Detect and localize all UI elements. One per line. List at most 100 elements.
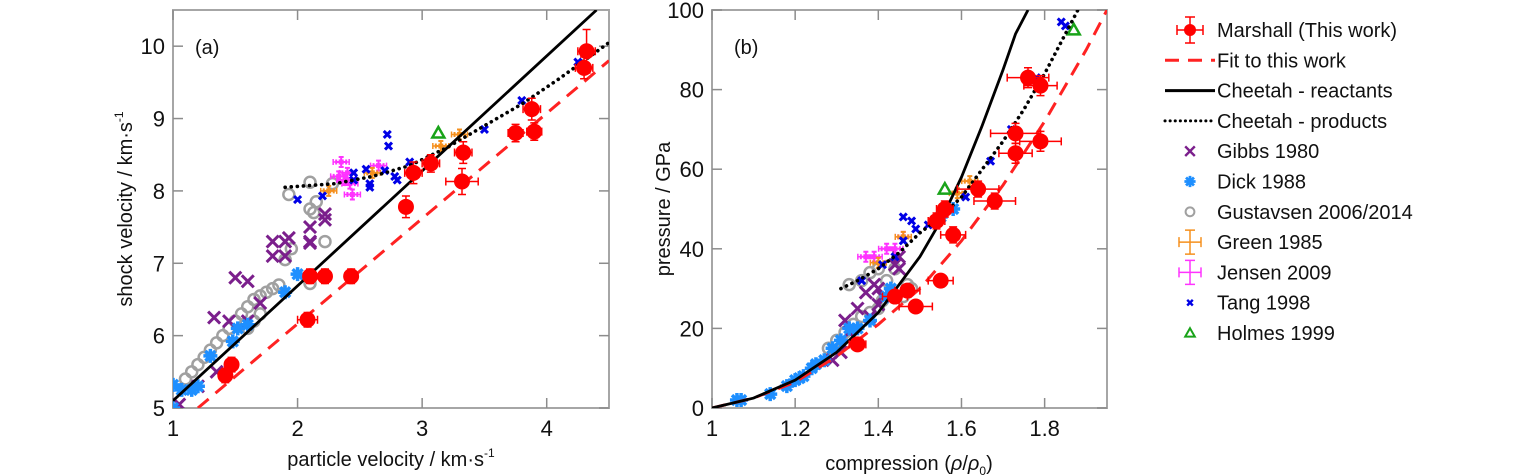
legend-label: Cheetah - reactants — [1217, 81, 1393, 103]
dick-point — [184, 382, 199, 397]
dick-point — [225, 334, 240, 349]
y-tick-label: 60 — [680, 157, 704, 182]
dick-point — [833, 333, 848, 348]
dick-point — [278, 285, 293, 300]
x-tick-label: 1.2 — [780, 416, 811, 441]
gibbs-point — [302, 235, 318, 251]
dick-point — [174, 382, 189, 397]
dick-point — [808, 357, 823, 372]
jensen-point — [886, 242, 904, 255]
cheetah-products-line — [839, 10, 1080, 291]
x-tick-label: 2 — [291, 416, 303, 441]
legend-marker — [1184, 206, 1196, 218]
gustavsen-point — [209, 336, 224, 350]
fit-line — [196, 59, 609, 408]
legend-marker — [1178, 229, 1202, 255]
x-tick-label: 1.6 — [946, 416, 977, 441]
legend-label: Holmes 1999 — [1217, 323, 1335, 345]
dick-point — [763, 387, 778, 402]
y-axis-label: shock velocity / km·s-1 — [112, 111, 137, 306]
tang-point — [349, 168, 359, 178]
legend-marker — [1184, 175, 1196, 188]
y-tick-label: 0 — [692, 396, 704, 421]
gustavsen-point — [178, 372, 193, 386]
marshall-point — [296, 311, 319, 328]
marshall-point — [526, 122, 543, 142]
legend-item-marshall: Marshall (This work) — [1176, 16, 1397, 44]
gustavsen-point — [309, 195, 324, 209]
jensen-point — [343, 188, 362, 201]
y-axis-label: pressure / GPa — [653, 141, 675, 276]
marshall-point — [927, 272, 954, 289]
plot-frame — [172, 9, 610, 409]
legend-marker — [1178, 259, 1202, 286]
legend-label: Green 1985 — [1217, 232, 1323, 254]
gustavsen-point — [282, 187, 296, 202]
panel-label: (b) — [734, 37, 758, 59]
legend: Marshall (This work) Fit to this work Chee… — [1163, 16, 1413, 345]
tang-point — [911, 224, 921, 234]
legend-marker — [1184, 24, 1196, 36]
marshall-point — [574, 56, 594, 80]
legend-marker — [1186, 299, 1194, 307]
gibbs-point — [240, 274, 255, 289]
gustavsen-point — [191, 357, 205, 372]
gibbs-point — [207, 310, 222, 325]
holmes-point — [1065, 21, 1082, 36]
legend-marker — [1184, 145, 1196, 157]
marshall-point — [316, 268, 333, 285]
marshall-point — [956, 180, 1000, 198]
marshall-point — [927, 212, 946, 230]
marshall-point — [343, 268, 360, 285]
marshall-point — [302, 268, 319, 285]
y-tick-label: 9 — [153, 107, 165, 132]
y-tick-label: 100 — [667, 0, 704, 23]
jensen-point — [332, 155, 350, 168]
gustavsen-point — [184, 365, 199, 379]
marshall-point — [1023, 74, 1058, 97]
gibbs-point — [892, 261, 907, 276]
dick-point — [850, 321, 865, 336]
legend-item-reactants: Cheetah - reactants — [1165, 81, 1393, 103]
y-tick-label: 80 — [680, 78, 704, 103]
y-tick-label: 10 — [141, 34, 165, 59]
gibbs-point — [265, 248, 280, 264]
marshall-point — [223, 356, 240, 373]
marshall-point — [577, 28, 597, 74]
gustavsen-point — [318, 234, 332, 249]
gibbs-point — [850, 301, 865, 316]
legend-label: Tang 1998 — [1217, 293, 1310, 315]
tang-point — [365, 182, 375, 192]
marshall-point — [848, 336, 867, 353]
gibbs-point — [253, 296, 268, 311]
plot-area — [712, 10, 1107, 408]
legend-label: Marshall (This work) — [1217, 20, 1397, 42]
gibbs-point — [228, 270, 243, 285]
y-tick-label: 8 — [153, 179, 165, 204]
marshall-point — [898, 298, 934, 315]
panel-b: 1 1.2 1.4 1.6 1.8 0 20 40 60 80 100 (b) compression … — [653, 0, 1108, 476]
legend-marker — [1183, 326, 1197, 338]
dick-point — [825, 341, 840, 356]
legend-label: Jensen 2009 — [1217, 262, 1332, 284]
jensen-point — [341, 177, 359, 190]
x-tick-label: 1.4 — [863, 416, 894, 441]
plot-frame — [711, 9, 1108, 409]
gibbs-point — [302, 220, 318, 235]
y-tick-label: 20 — [680, 316, 704, 341]
tang-point — [898, 212, 908, 222]
marshall-point — [397, 195, 414, 219]
cheetah-products-line — [283, 40, 609, 190]
legend-item-green: Green 1985 — [1178, 229, 1323, 255]
x-axis-label: compression (ρ/ρ0) — [825, 453, 992, 476]
y-axis-label-superscript: -1 — [112, 111, 126, 122]
gibbs-point — [317, 212, 333, 227]
dick-point — [883, 281, 898, 296]
tang-point — [361, 164, 371, 174]
x-axis-label-superscript: -1 — [484, 446, 495, 460]
legend-item-holmes: Holmes 1999 — [1183, 323, 1335, 345]
legend-item-gibbs: Gibbs 1980 — [1184, 141, 1319, 163]
x-tick-label: 1.8 — [1029, 416, 1060, 441]
y-tick-label: 5 — [153, 396, 165, 421]
x-tick-label: 3 — [416, 416, 428, 441]
